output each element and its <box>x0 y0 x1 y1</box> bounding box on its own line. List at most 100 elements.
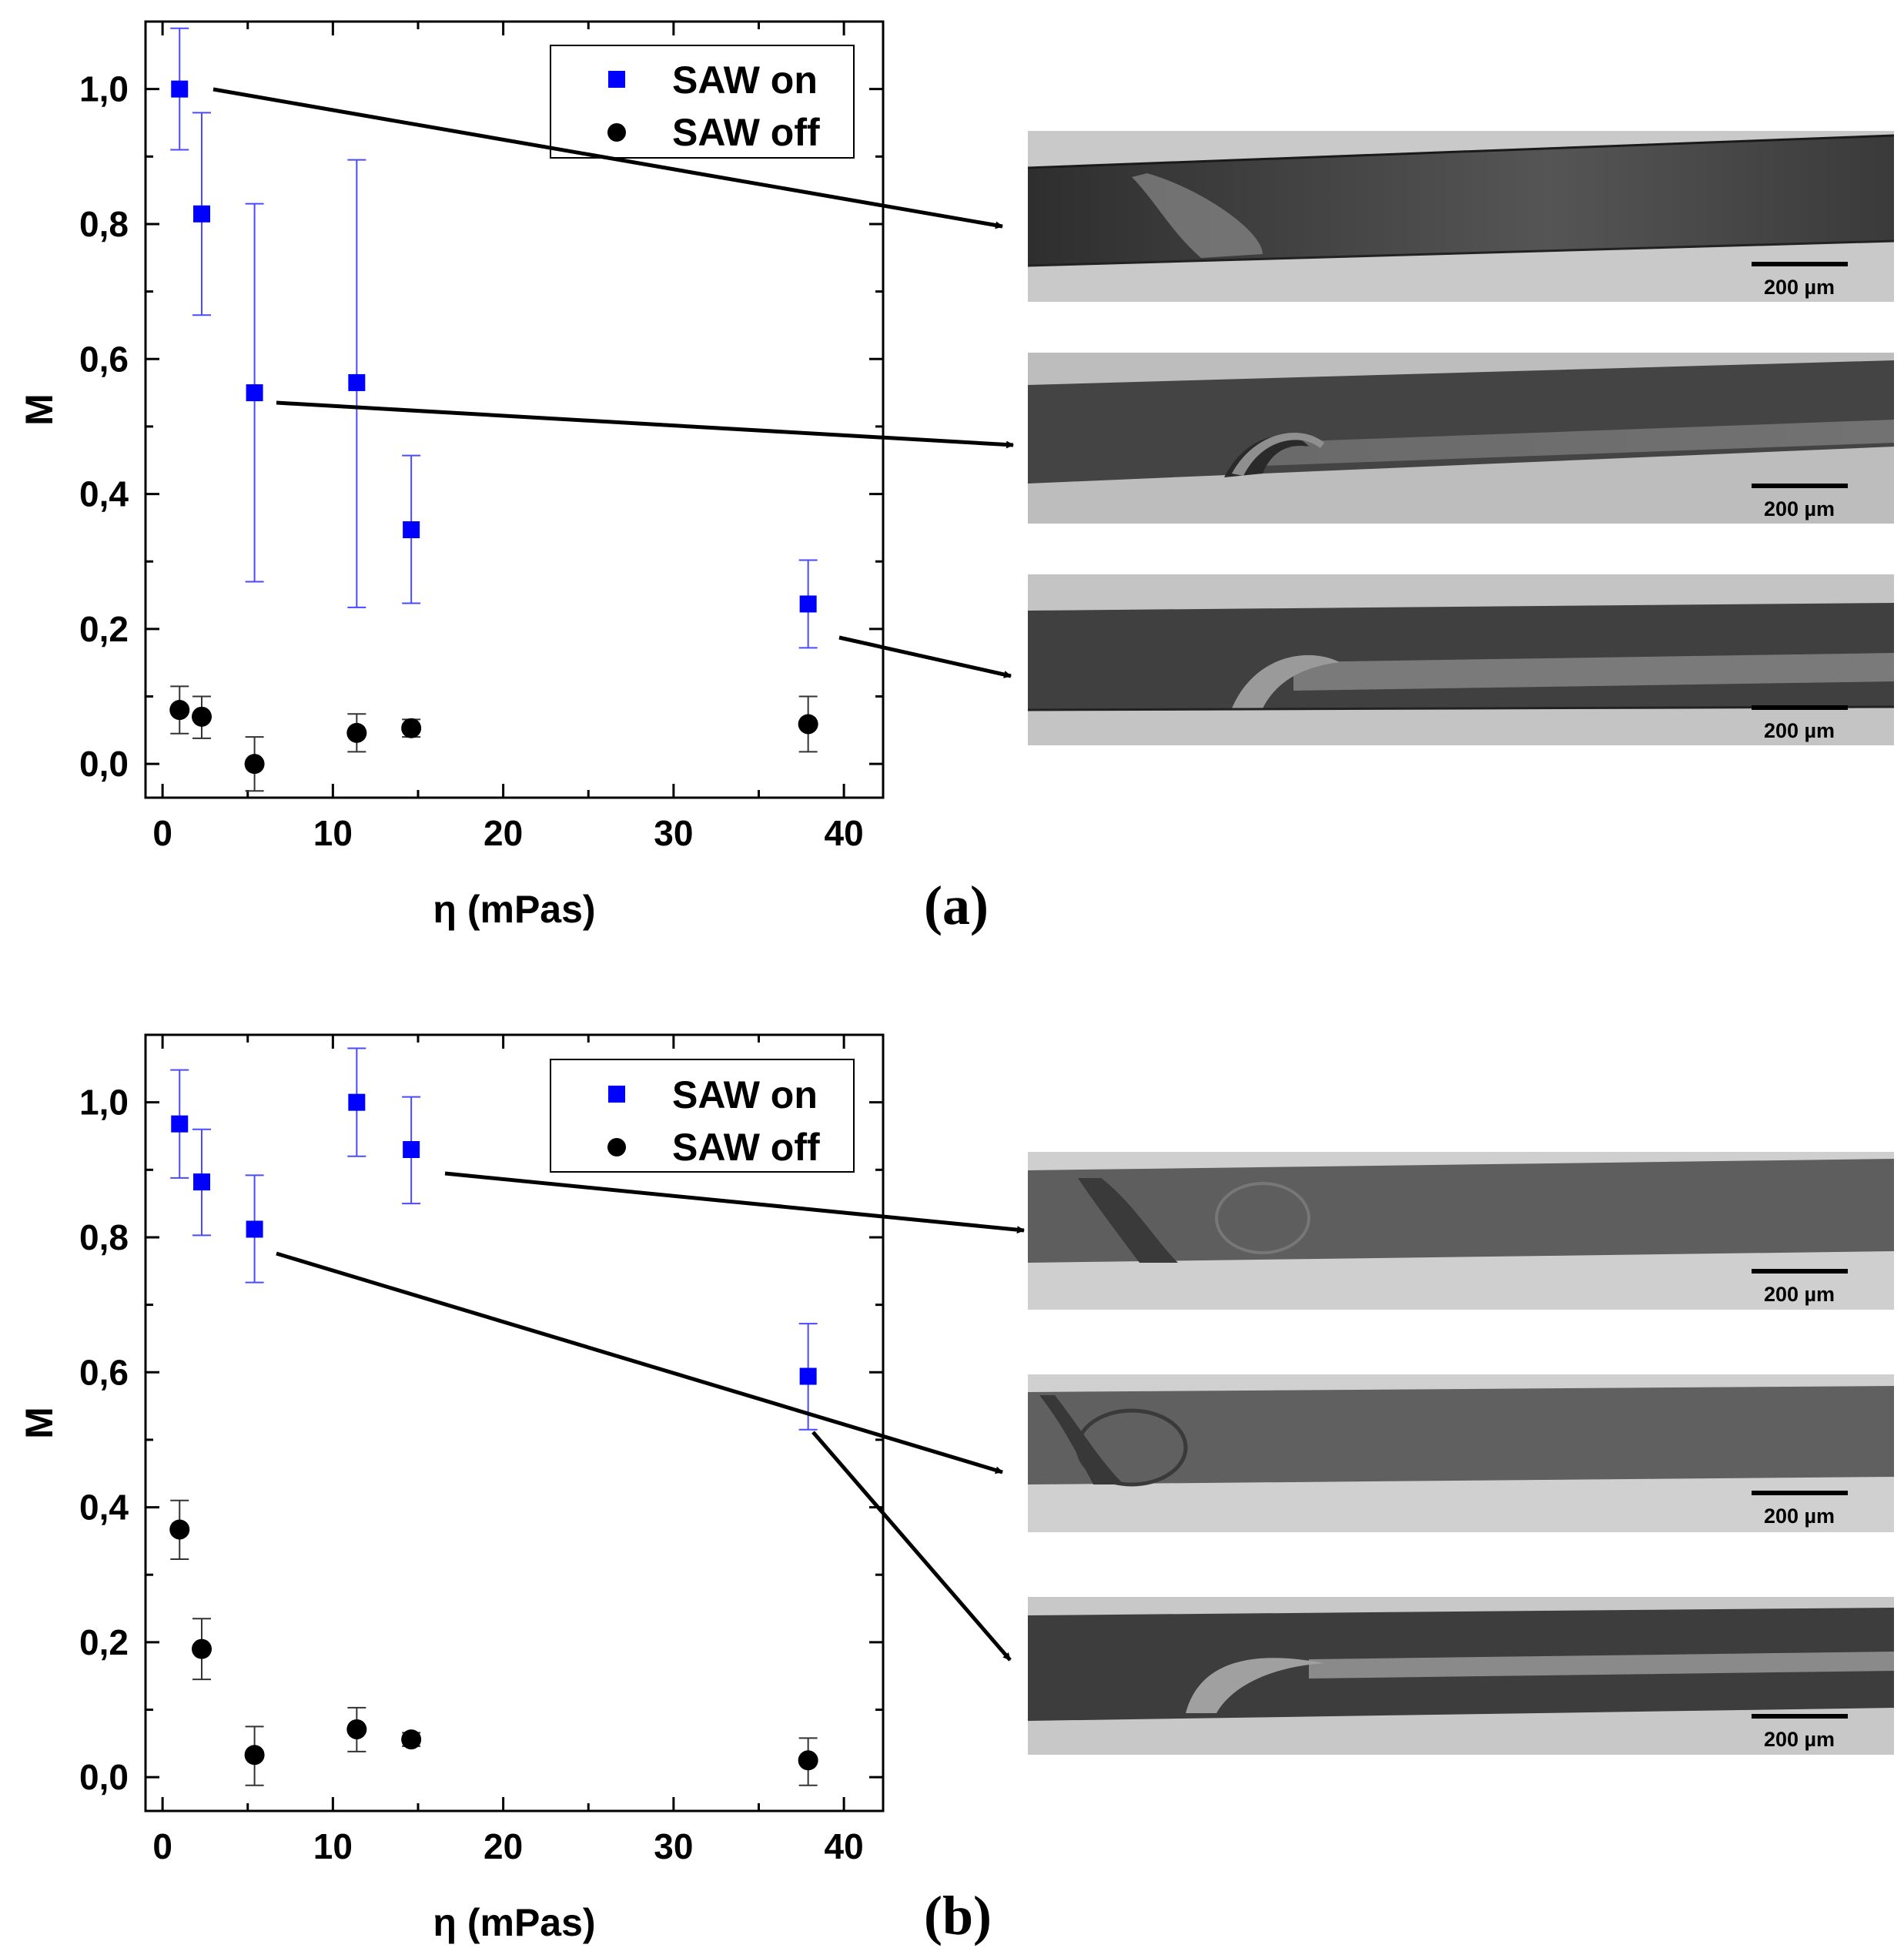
x-tick-label: 10 <box>313 813 353 853</box>
y-axis-label: M <box>18 393 61 426</box>
circle-marker <box>169 1519 190 1540</box>
circle-marker <box>346 1719 367 1739</box>
saw-off-point <box>798 1737 818 1786</box>
plot-frame <box>144 1033 885 1812</box>
circle-marker <box>244 1745 265 1766</box>
connector-arrows <box>212 87 1025 1662</box>
square-marker <box>403 1141 420 1159</box>
scale-bar-label: 200 µm <box>1764 1728 1835 1751</box>
square-marker <box>171 80 189 98</box>
chart-panel-b: 0 10 20 30 40 0,0 0,2 0,4 0,6 0,8 1,0 η (mPas) M S… <box>18 1033 992 1946</box>
x-tick-label: 40 <box>825 1826 864 1866</box>
saw-off-point <box>244 1725 265 1786</box>
circle-marker <box>244 754 265 775</box>
y-tick-label: 0,0 <box>79 744 129 784</box>
y-tick-label: 0,2 <box>79 609 129 649</box>
saw-off-point <box>346 713 367 753</box>
saw-on-point <box>170 27 189 151</box>
plot-frame <box>144 20 885 799</box>
saw-on-point <box>402 1096 421 1205</box>
circle-marker <box>401 1729 422 1750</box>
legend-label-saw-off: SAW off <box>672 1126 820 1169</box>
saw-on-point <box>192 1128 212 1237</box>
legend-marker-saw-on <box>608 71 625 88</box>
square-marker <box>799 595 817 613</box>
y-tick-label: 0,6 <box>79 1352 129 1392</box>
x-tick-label: 0 <box>152 1826 172 1866</box>
scale-bar-label: 200 µm <box>1764 1505 1835 1528</box>
legend: SAW on SAW off <box>550 45 855 159</box>
y-tick-label: 0,0 <box>79 1757 129 1797</box>
saw-on-point <box>347 159 366 608</box>
saw-off-point <box>798 695 818 753</box>
micrograph-b1: 200 µm <box>1028 1152 1894 1310</box>
x-tick-label: 30 <box>654 813 693 853</box>
circle-marker <box>169 700 190 721</box>
saw-on-point <box>245 1174 264 1284</box>
micrograph-a1: 200 µm <box>1027 131 1895 302</box>
legend-label-saw-on: SAW on <box>672 59 818 102</box>
circle-marker <box>192 706 212 727</box>
legend-label-saw-on: SAW on <box>672 1073 818 1116</box>
saw-on-point <box>798 559 818 649</box>
saw-on-point <box>192 112 212 316</box>
saw-off-point <box>346 1706 367 1752</box>
x-tick-label: 10 <box>313 1826 353 1866</box>
legend-marker-saw-off <box>607 123 626 142</box>
circle-marker <box>192 1638 212 1659</box>
circle-marker <box>401 718 422 738</box>
saw-on-point <box>402 454 421 604</box>
scale-bar <box>1752 1491 1848 1495</box>
saw-on-point <box>170 1069 189 1179</box>
axis-ticks: 0 10 20 30 40 0,0 0,2 0,4 0,6 0,8 1,0 <box>79 20 883 853</box>
y-tick-label: 0,8 <box>79 1217 129 1257</box>
arrow-b2 <box>276 1251 1003 1474</box>
x-tick-label: 40 <box>825 813 864 853</box>
saw-off-point <box>401 1729 422 1750</box>
y-tick-label: 0,4 <box>79 474 129 514</box>
axis-ticks: 0 10 20 30 40 0,0 0,2 0,4 0,6 0,8 1,0 <box>79 1033 883 1866</box>
x-axis-label: η (mPas) <box>433 1901 595 1944</box>
y-tick-label: 0,2 <box>79 1622 129 1662</box>
scale-bar-label: 200 µm <box>1764 497 1835 520</box>
micrograph-a2: 200 µm <box>1028 353 1894 524</box>
arrow-a2 <box>276 400 1014 449</box>
scale-bar <box>1752 262 1848 266</box>
square-marker <box>246 1220 263 1238</box>
scale-bar <box>1752 484 1848 488</box>
legend-box <box>550 45 855 159</box>
y-tick-label: 0,4 <box>79 1488 129 1528</box>
legend: SAW on SAW off <box>550 1059 855 1173</box>
square-marker <box>171 1115 189 1133</box>
micrograph-b2: 200 µm <box>1028 1374 1894 1532</box>
legend-marker-saw-on <box>608 1086 625 1103</box>
y-tick-label: 1,0 <box>79 1083 129 1123</box>
saw-off-point <box>169 685 190 735</box>
x-tick-label: 0 <box>152 813 172 853</box>
scale-bar-label: 200 µm <box>1764 719 1835 742</box>
panel-label-b: (b) <box>924 1885 992 1946</box>
square-marker <box>193 1173 211 1191</box>
x-tick-label: 30 <box>654 1826 693 1866</box>
x-tick-label: 20 <box>484 1826 523 1866</box>
circle-marker <box>798 714 818 735</box>
scale-bar <box>1752 1269 1848 1274</box>
data-points <box>169 1047 818 1786</box>
scale-bar-label: 200 µm <box>1764 276 1835 299</box>
scale-bar <box>1752 705 1848 710</box>
square-marker <box>403 521 420 539</box>
legend-label-saw-off: SAW off <box>672 111 820 154</box>
scale-bar-label: 200 µm <box>1764 1283 1835 1306</box>
circle-marker <box>346 722 367 743</box>
legend-box <box>550 1059 855 1173</box>
legend-marker-saw-off <box>607 1138 626 1156</box>
arrow-b3 <box>811 1431 1012 1662</box>
panel-label-a: (a) <box>924 875 989 936</box>
square-marker <box>246 384 263 402</box>
square-marker <box>348 1093 366 1111</box>
y-tick-label: 1,0 <box>79 69 129 109</box>
x-tick-label: 20 <box>484 813 523 853</box>
y-axis-label: M <box>18 1407 61 1439</box>
chart-panel-a: 0 10 20 30 40 0,0 0,2 0,4 0,6 0,8 1,0 η (mPas) M S… <box>18 20 989 936</box>
